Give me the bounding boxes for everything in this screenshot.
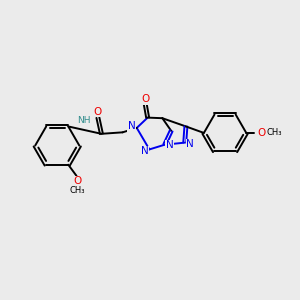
Text: CH₃: CH₃ <box>69 186 85 195</box>
Text: N: N <box>166 140 173 150</box>
Text: N: N <box>186 139 194 149</box>
Text: N: N <box>128 121 135 131</box>
Text: O: O <box>73 176 81 186</box>
Text: N: N <box>141 146 149 156</box>
Text: O: O <box>141 94 149 104</box>
Text: NH: NH <box>76 116 90 125</box>
Text: O: O <box>258 128 266 138</box>
Text: CH₃: CH₃ <box>267 128 282 137</box>
Text: O: O <box>94 107 102 117</box>
